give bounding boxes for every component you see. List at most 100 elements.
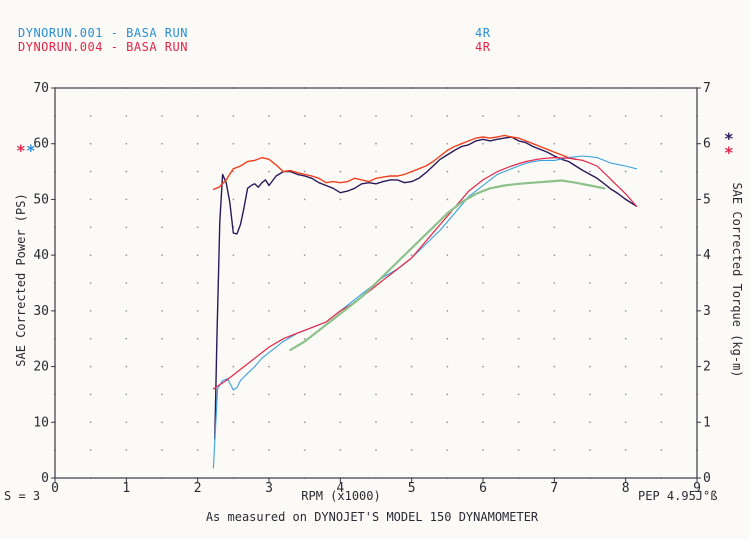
- x-tick-label: 9: [693, 481, 701, 496]
- grid-dot: [196, 142, 199, 145]
- grid-dot: [482, 226, 484, 229]
- grid-dot: [125, 142, 128, 145]
- grid-dot: [375, 449, 377, 452]
- grid-dot: [517, 337, 520, 340]
- plot-frame: [54, 87, 698, 479]
- grid-dot: [125, 393, 128, 396]
- run-2-name: DYNORUN.004 - BASA RUN: [18, 40, 188, 54]
- grid-dot: [268, 114, 270, 117]
- grid-dot: [125, 309, 128, 312]
- grid-dot: [303, 254, 306, 257]
- series-line-3: [212, 155, 637, 469]
- grid-dot: [303, 365, 306, 368]
- x-tick-label: 5: [408, 481, 416, 496]
- grid-dot: [161, 337, 163, 340]
- grid-dot: [446, 309, 449, 312]
- grid-dot: [624, 170, 627, 173]
- y2-tick-label: 4: [703, 248, 711, 263]
- grid-dot: [624, 226, 627, 229]
- grid-dot: [410, 337, 413, 340]
- grid-dot: [446, 337, 449, 340]
- grid-dot: [553, 449, 556, 452]
- grid-dot: [339, 393, 342, 396]
- grid-dot: [553, 142, 556, 145]
- grid-dot: [517, 226, 520, 229]
- grid-dot: [410, 226, 413, 229]
- grid-dot: [89, 142, 92, 145]
- grid-dot: [482, 198, 484, 201]
- grid-dot: [517, 309, 520, 312]
- y-tick-label: 30: [33, 304, 49, 319]
- caption: As measured on DYNOJET'S MODEL 150 DYNAM…: [206, 510, 539, 524]
- grid-dot: [446, 114, 449, 117]
- grid-dot: [410, 449, 413, 452]
- grid-dot: [339, 421, 342, 424]
- grid-dot: [410, 142, 413, 145]
- y2-tick-label: 1: [703, 415, 711, 430]
- grid-dot: [125, 226, 128, 229]
- y-tick-label: 40: [33, 248, 49, 263]
- x-tick-label: 3: [265, 481, 273, 496]
- grid-dot: [624, 254, 627, 257]
- grid-dot: [482, 365, 484, 368]
- grid-dot: [268, 393, 270, 396]
- x-tick-label: 2: [194, 481, 202, 496]
- grid-dot: [339, 365, 342, 368]
- grid-dot: [196, 198, 199, 201]
- grid-dot: [339, 449, 342, 452]
- x-tick-label: 0: [51, 481, 59, 496]
- y-tick-label: 20: [33, 360, 49, 375]
- grid-dot: [624, 365, 627, 368]
- grid-dot: [161, 449, 163, 452]
- grid-dot: [553, 198, 556, 201]
- grid-dot: [125, 114, 128, 117]
- grid-dot: [232, 393, 235, 396]
- grid-dot: [339, 142, 342, 145]
- grid-dot: [268, 309, 270, 312]
- grid-dot: [196, 114, 199, 117]
- grid-dot: [624, 449, 627, 452]
- x-tick-label: 7: [550, 481, 558, 496]
- grid-dot: [375, 421, 377, 424]
- grid-dot: [268, 365, 270, 368]
- grid-dot: [553, 309, 556, 312]
- grid-dot: [196, 421, 199, 424]
- grid-dot: [624, 114, 627, 117]
- y2-tick-label: 2: [703, 360, 711, 375]
- grid-dot: [89, 254, 92, 257]
- grid-dot: [232, 421, 235, 424]
- grid-dot: [482, 393, 484, 396]
- grid-dot: [660, 254, 663, 257]
- grid-dot: [624, 309, 627, 312]
- series-line-2: [212, 134, 577, 191]
- series-lines: [212, 134, 638, 469]
- axes: [51, 87, 701, 483]
- grid-dot: [232, 309, 235, 312]
- grid-dot: [517, 198, 520, 201]
- grid-dot: [553, 337, 556, 340]
- grid-dot: [161, 198, 163, 201]
- grid-dot: [517, 449, 520, 452]
- x-axis-label: RPM (x1000): [301, 489, 380, 503]
- x-tick-label: 1: [122, 481, 130, 496]
- grid-dot: [446, 254, 449, 257]
- grid-dot: [589, 226, 591, 229]
- grid-dot: [624, 282, 627, 284]
- grid-dot: [161, 393, 163, 396]
- grid-dot: [196, 282, 199, 284]
- grid-dot: [268, 254, 270, 257]
- grid-dot: [375, 254, 377, 257]
- grid-dot: [89, 309, 92, 312]
- grid-dot: [410, 114, 413, 117]
- grid-dot: [446, 142, 449, 145]
- grid-dot: [624, 142, 627, 145]
- grid-dot: [303, 170, 306, 173]
- grid-dot: [553, 226, 556, 229]
- grid-dot: [303, 337, 306, 340]
- grid-dot: [482, 254, 484, 257]
- grid-dot: [339, 114, 342, 117]
- grid-dot: [482, 142, 484, 145]
- run-1-name: DYNORUN.001 - BASA RUN: [18, 26, 188, 40]
- grid-dot: [339, 254, 342, 257]
